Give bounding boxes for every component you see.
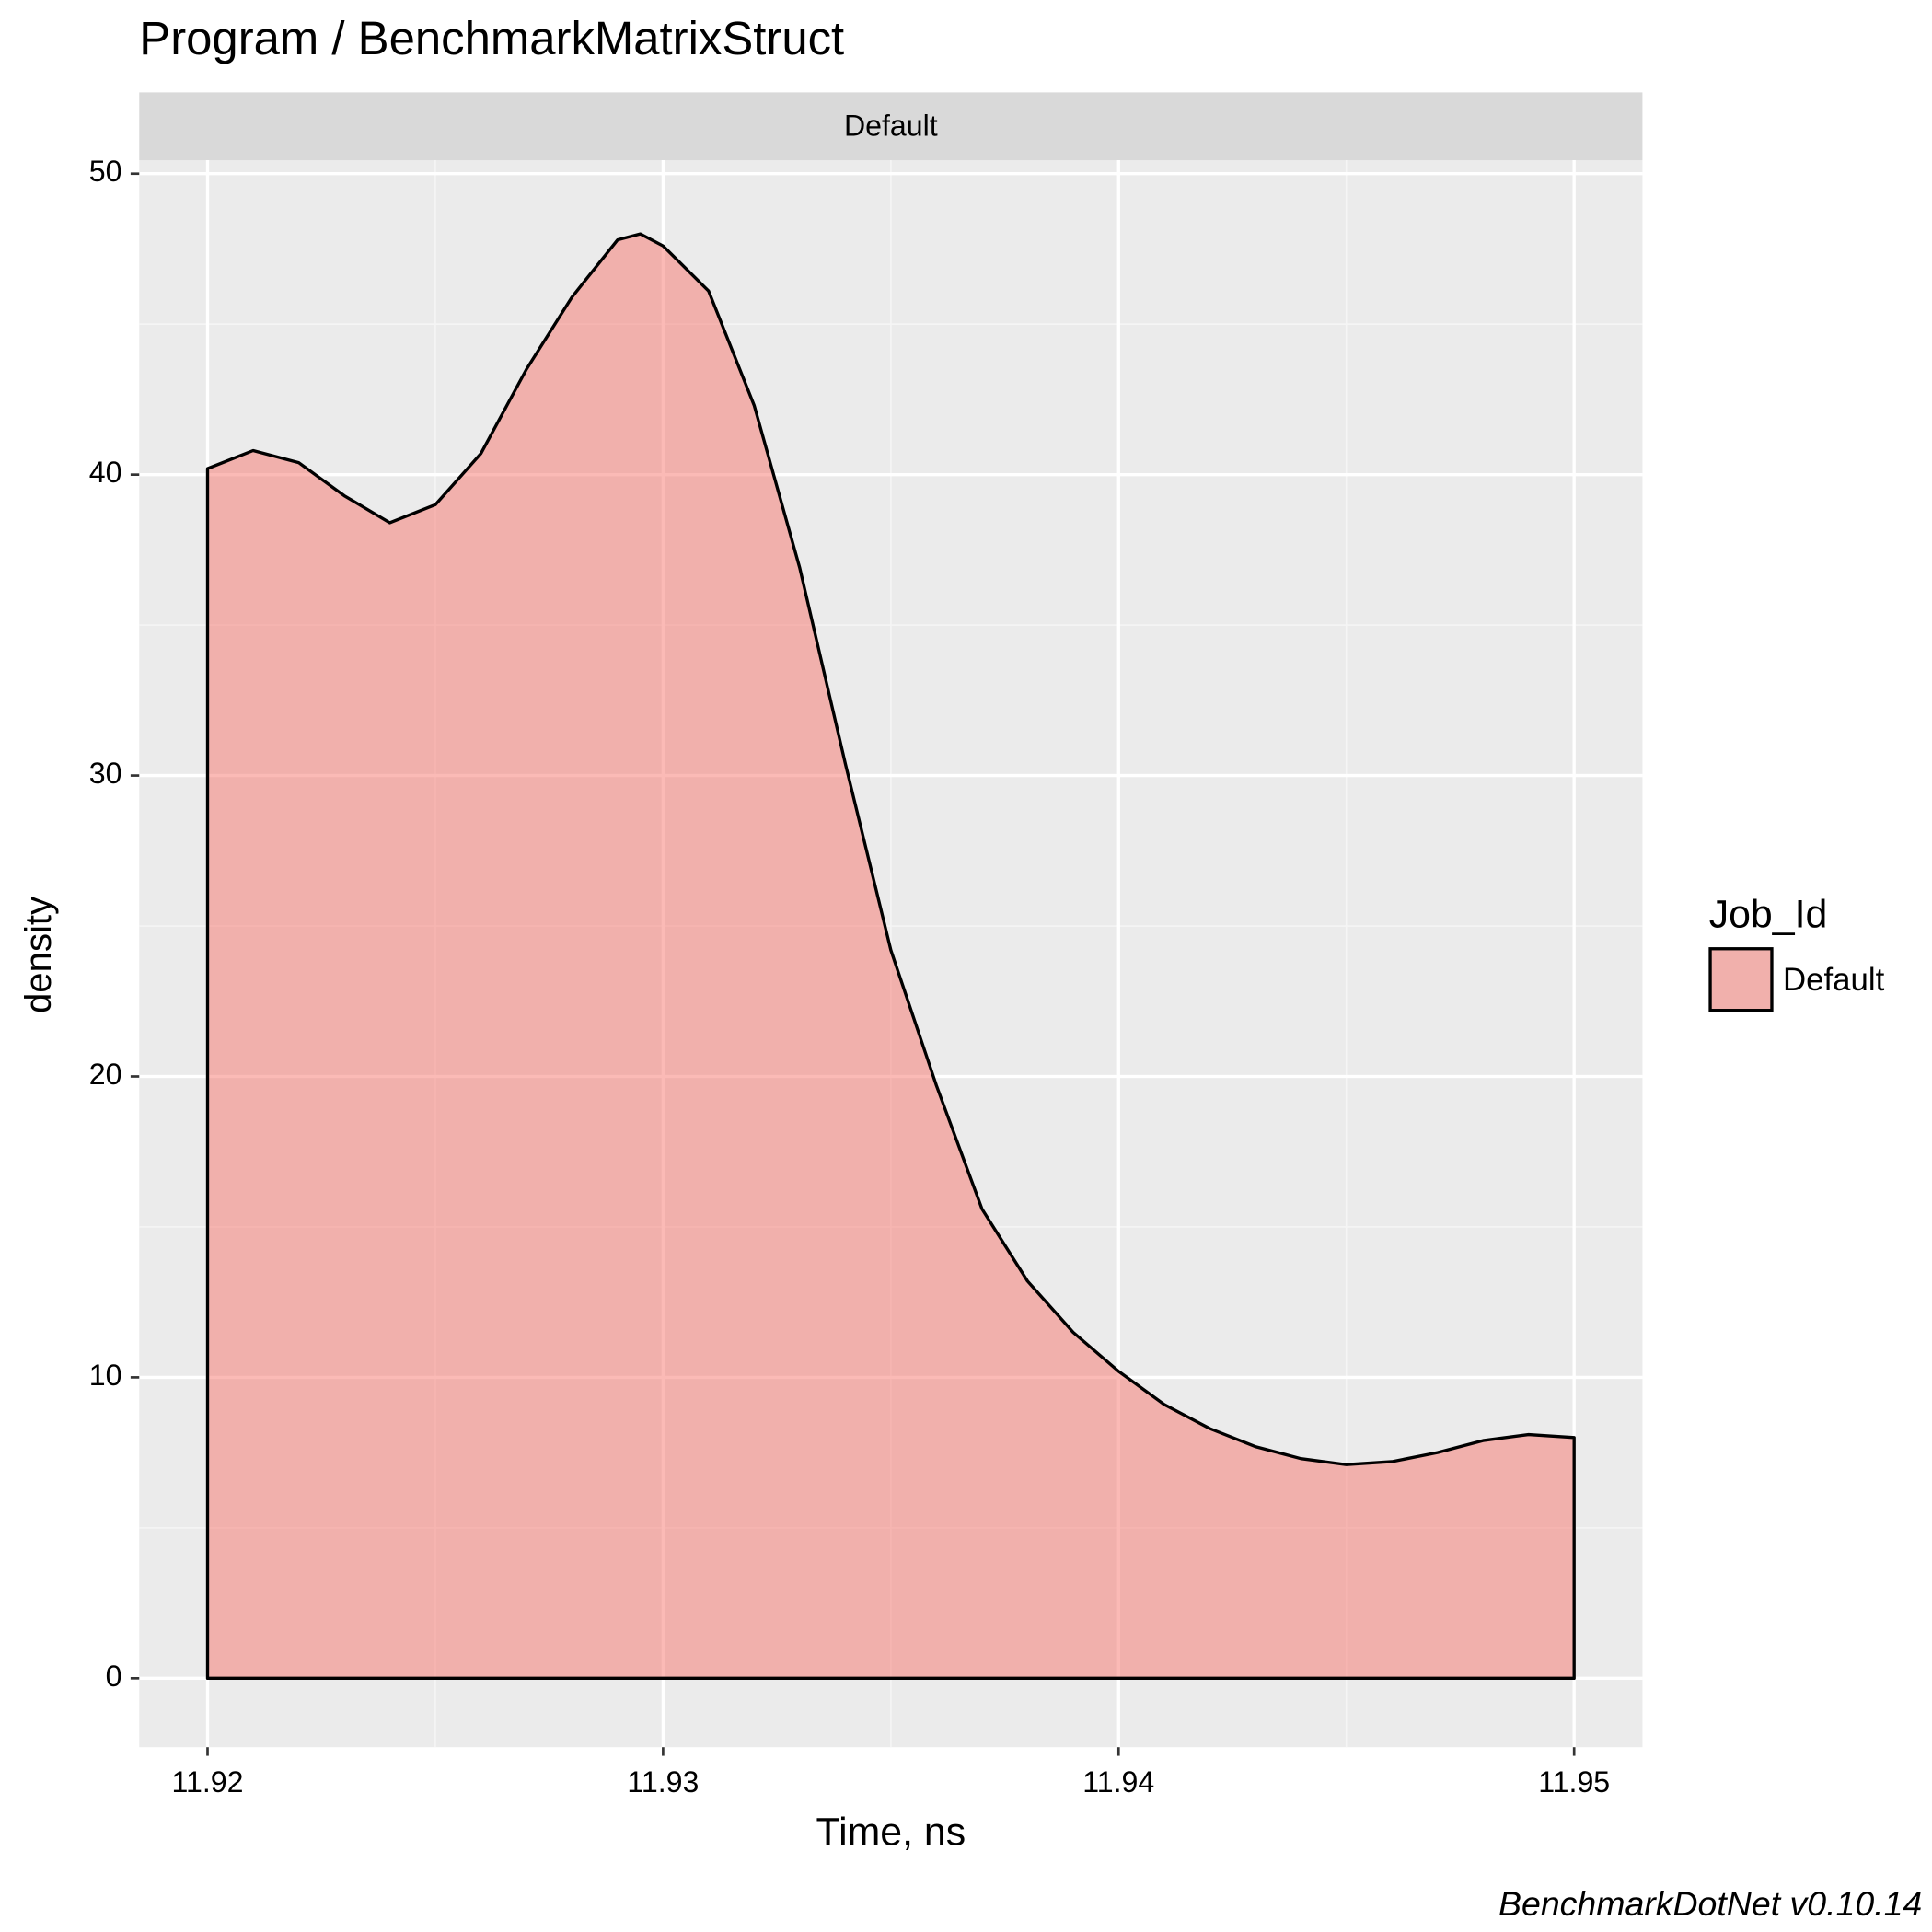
x-tick-label: 11.95 [1538,1765,1610,1799]
legend-label: Default [1783,962,1885,998]
x-tick-label: 11.93 [627,1765,699,1799]
density-area [205,232,1576,1681]
caption: BenchmarkDotNet v0.10.14 [1498,1884,1922,1923]
facet-strip [139,92,1643,161]
chart-title: Program / BenchmarkMatrixStruct [139,12,844,64]
y-axis-title: density [17,897,59,1013]
y-tick-label: 50 [89,155,122,188]
y-tick-label: 30 [89,757,122,790]
x-axis-title: Time, ns [816,1811,966,1855]
legend-key [1708,947,1774,1012]
y-tick-label: 0 [106,1660,122,1693]
x-tick-label: 11.94 [1082,1765,1154,1799]
y-tick-label: 40 [89,456,122,489]
facet-label: Default [844,110,938,143]
x-tick-label: 11.92 [172,1765,244,1799]
y-tick-label: 20 [89,1058,122,1091]
y-tick-label: 10 [89,1359,122,1392]
legend-title: Job_Id [1709,892,1828,936]
